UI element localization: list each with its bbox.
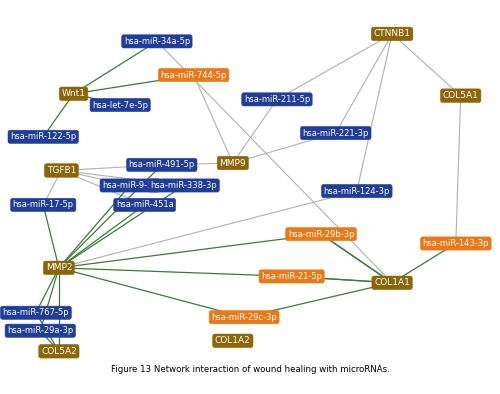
Text: COL5A2: COL5A2 [41,347,77,356]
Text: COL1A1: COL1A1 [374,278,410,287]
Text: hsa-miR-29a-3p: hsa-miR-29a-3p [7,326,73,335]
Text: hsa-miR-122-5p: hsa-miR-122-5p [10,132,76,141]
Text: MMP9: MMP9 [220,158,246,167]
Text: hsa-miR-29b-3p: hsa-miR-29b-3p [288,230,354,239]
Text: hsa-miR-338-3p: hsa-miR-338-3p [150,181,217,190]
Text: hsa-miR-9-5p: hsa-miR-9-5p [102,181,158,190]
Text: hsa-miR-451a: hsa-miR-451a [116,201,173,210]
Text: hsa-miR-21-5p: hsa-miR-21-5p [261,272,322,281]
Text: COL1A2: COL1A2 [215,336,250,345]
Text: hsa-miR-29c-3p: hsa-miR-29c-3p [211,313,277,322]
Text: hsa-let-7e-5p: hsa-let-7e-5p [92,100,148,110]
Text: Wnt1: Wnt1 [62,89,86,98]
Text: TGFB1: TGFB1 [46,166,76,175]
Text: hsa-miR-34a-5p: hsa-miR-34a-5p [124,37,190,46]
Text: hsa-miR-767-5p: hsa-miR-767-5p [2,308,69,317]
Text: MMP2: MMP2 [46,263,72,272]
Text: CTNNB1: CTNNB1 [374,30,410,38]
Text: hsa-miR-143-3p: hsa-miR-143-3p [422,239,489,248]
Text: COL5A1: COL5A1 [443,91,478,100]
Text: hsa-miR-221-3p: hsa-miR-221-3p [302,128,369,138]
Text: hsa-miR-491-5p: hsa-miR-491-5p [128,160,195,169]
Text: Figure 13 Network interaction of wound healing with microRNAs.: Figure 13 Network interaction of wound h… [110,366,390,374]
Text: hsa-miR-17-5p: hsa-miR-17-5p [12,201,74,210]
Text: hsa-miR-744-5p: hsa-miR-744-5p [160,71,227,80]
Text: hsa-miR-124-3p: hsa-miR-124-3p [324,187,390,195]
Text: hsa-miR-211-5p: hsa-miR-211-5p [244,95,310,104]
